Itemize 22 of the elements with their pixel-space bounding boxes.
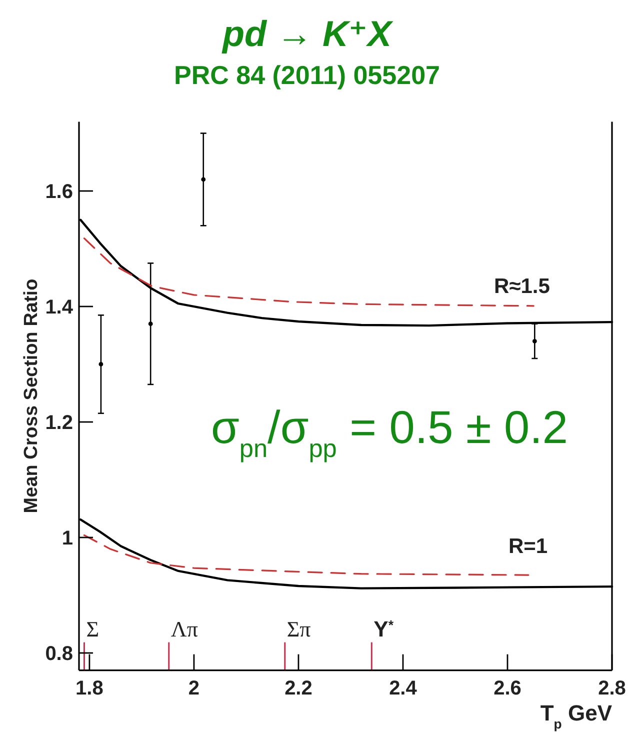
ref-line-label: Y$^{*}$ bbox=[374, 616, 394, 642]
chart-subtitle: PRC 84 (2011) 055207 bbox=[174, 60, 440, 90]
annotation: R≈1.5 bbox=[494, 275, 550, 298]
ref-line-label: Σ bbox=[86, 616, 100, 642]
y-tick-label: 1 bbox=[62, 527, 73, 550]
x-axis-title: T$_{p}$ GeV bbox=[540, 700, 612, 731]
y-tick-label: 0.8 bbox=[45, 642, 73, 665]
x-tick-label: 2.2 bbox=[284, 677, 312, 700]
x-tick-label: 1.8 bbox=[76, 677, 104, 700]
chart-title: pd → K⁺X bbox=[222, 13, 394, 54]
x-tick-label: 2 bbox=[188, 677, 200, 700]
annotation: σ$_{pn}$/σ$_{pp}$ = 0.5 ± 0.2 bbox=[211, 401, 568, 463]
y-tick-label: 1.2 bbox=[45, 412, 73, 434]
ref-line-label: Λπ bbox=[170, 616, 198, 642]
y-axis-title: Mean Cross Section Ratio bbox=[21, 278, 42, 514]
x-tick-label: 2.6 bbox=[494, 677, 522, 700]
x-tick-label: 2.4 bbox=[389, 677, 418, 700]
x-tick-label: 2.8 bbox=[598, 677, 626, 700]
annotation: R=1 bbox=[508, 535, 548, 558]
ref-line-label: Σπ bbox=[286, 616, 311, 642]
y-tick-label: 1.6 bbox=[45, 180, 73, 203]
y-tick-label: 1.4 bbox=[45, 296, 74, 318]
